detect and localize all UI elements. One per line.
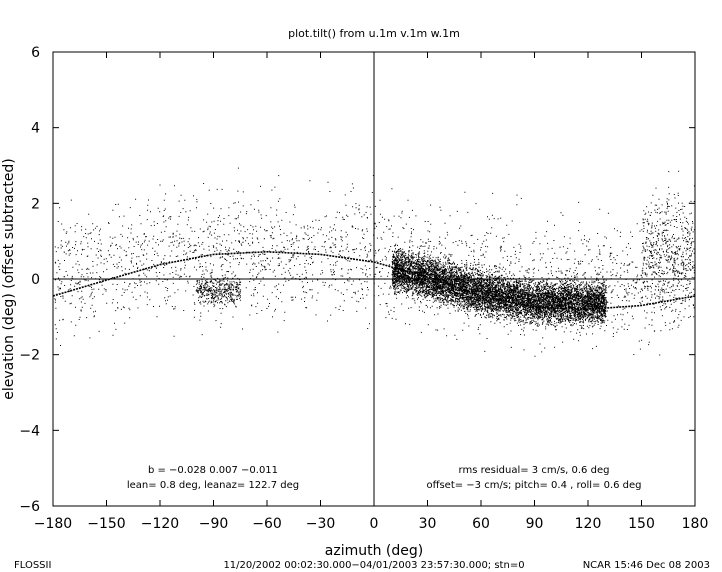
x-axis-ticks: −180 −150 −120 −90 −60 −30 0 30 60 90 120 150 180: [34, 52, 709, 532]
y-axis-label: elevation (deg) (offset subtracted): [1, 158, 17, 400]
x-axis-label: azimuth (deg): [325, 543, 423, 559]
x-tick-label: −180: [34, 516, 72, 532]
point-cluster-3: [391, 241, 607, 335]
x-tick-label: 60: [472, 516, 490, 532]
footer-project: FLOSSII: [14, 560, 51, 571]
y-tick-label: 6: [31, 45, 40, 61]
x-tick-label: 90: [526, 516, 544, 532]
footer-time-range: 11/20/2002 00:02:30.000−04/01/2003 23:57…: [223, 560, 524, 571]
y-axis-ticks: −6 −4 −2 0 2 4 6: [19, 45, 695, 515]
fit-curve-line: [52, 250, 696, 311]
x-tick-label: −150: [87, 516, 125, 532]
y-tick-label: −4: [19, 423, 40, 439]
x-tick-label: 0: [370, 516, 379, 532]
annotation-offset: offset= −3 cm/s; pitch= 0.4 , roll= 0.6 …: [426, 480, 641, 491]
annotation-rms-residual: rms residual= 3 cm/s, 0.6 deg: [459, 465, 610, 476]
x-tick-label: 120: [575, 516, 602, 532]
x-tick-label: −30: [306, 516, 336, 532]
data-points: [54, 167, 695, 357]
chart-title: plot.tilt() from u.1m v.1m w.1m: [288, 27, 460, 40]
x-tick-label: −120: [141, 516, 179, 532]
x-tick-label: 30: [419, 516, 437, 532]
y-tick-label: 0: [31, 272, 40, 288]
reference-lines: [53, 52, 695, 506]
x-tick-label: 180: [682, 516, 709, 532]
x-tick-label: 150: [628, 516, 655, 532]
x-tick-label: −60: [252, 516, 282, 532]
point-cluster-2: [195, 269, 242, 310]
y-tick-label: −2: [19, 348, 40, 364]
y-tick-label: 4: [31, 121, 40, 137]
annotation-coefficients: b = −0.028 0.007 −0.011: [148, 465, 278, 476]
footer-producer: NCAR 15:46 Dec 08 2003: [583, 560, 710, 571]
point-cluster-4: [641, 170, 695, 321]
fit-curve: [52, 250, 696, 311]
y-tick-label: −6: [19, 499, 40, 515]
y-tick-label: 2: [31, 196, 40, 212]
x-tick-label: −90: [199, 516, 229, 532]
annotation-lean: lean= 0.8 deg, leanaz= 122.7 deg: [127, 480, 299, 491]
